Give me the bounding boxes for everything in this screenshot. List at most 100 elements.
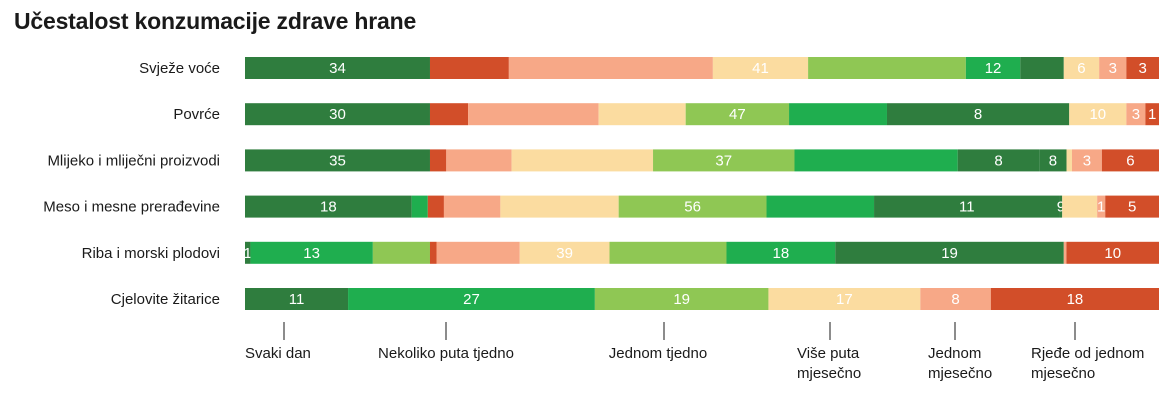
bar-segment	[429, 241, 437, 264]
axis-tick-group: Nekoliko puta tjedno	[378, 322, 514, 362]
data-label: 1	[244, 245, 252, 262]
bar-segment	[1039, 149, 1067, 172]
bar-segment	[250, 241, 373, 264]
data-label: 3	[1083, 152, 1091, 169]
bar-segment	[598, 103, 686, 126]
bar-segment	[245, 241, 251, 264]
bar-segment	[726, 241, 836, 264]
bar-segment	[500, 195, 619, 218]
bar-segment	[429, 149, 447, 172]
data-label: 34	[329, 60, 346, 77]
bar-segment	[1066, 149, 1072, 172]
axis-tick-label: Nekoliko puta tjedno	[378, 345, 514, 362]
bar-segment	[1145, 103, 1159, 126]
data-label: 17	[836, 291, 853, 308]
data-label: 8	[951, 291, 959, 308]
bar-segment	[508, 57, 713, 79]
axis-tick-label: Rjeđe od jednom mjesečno	[1031, 345, 1144, 382]
category-label: Cjelovite žitarice	[111, 291, 220, 308]
bar-segment	[609, 241, 727, 264]
bar-segment	[712, 57, 809, 79]
bar-row: Mlijeko i mliječni proizvodi 35 37 8 8 3 6	[47, 149, 1159, 172]
bar-segment	[1126, 57, 1159, 79]
category-label: Povrće	[173, 106, 220, 123]
bar-segment	[1099, 57, 1127, 79]
bar-segment	[1071, 149, 1102, 172]
bar-segment	[768, 288, 921, 310]
data-label: 10	[1104, 245, 1121, 262]
bar-segment	[411, 195, 428, 218]
bar-segment	[245, 57, 430, 79]
bar-segment	[1097, 195, 1106, 218]
data-label: 18	[773, 245, 790, 262]
bar-segment	[618, 195, 767, 218]
data-label: 13	[303, 245, 320, 262]
axis-tick-label: Svaki dan	[245, 345, 311, 362]
axis-tick-group: Rjeđe od jednom mjesečno	[1031, 322, 1144, 382]
bar-segment	[1126, 103, 1146, 126]
data-label: 30	[329, 106, 346, 123]
bar-segment	[1063, 57, 1100, 79]
data-label: 19	[673, 291, 690, 308]
bar-segment	[245, 149, 430, 172]
axis-tick-label: Jednom tjedno	[609, 345, 707, 362]
bar-segment	[1059, 195, 1063, 218]
bar-segment	[1020, 57, 1064, 79]
axis-tick-label: Jednom mjesečno	[928, 345, 992, 382]
bar-segment	[990, 288, 1159, 310]
axis-tick-group: Svaki dan	[245, 322, 311, 362]
bar-row: Svježe voće 34 41 12 6 3 3	[139, 57, 1159, 79]
bar-segment	[1063, 241, 1067, 264]
bar-segment	[245, 288, 349, 310]
data-label: 5	[1128, 199, 1136, 216]
data-label: 9	[1057, 199, 1065, 216]
bar-segment	[808, 57, 966, 79]
data-label: 10	[1089, 106, 1106, 123]
data-label: 41	[752, 60, 769, 77]
data-label: 1	[1148, 106, 1156, 123]
data-label: 8	[1049, 152, 1057, 169]
bar-segment	[245, 103, 430, 126]
bar-segment	[965, 57, 1021, 79]
data-label: 18	[320, 199, 337, 216]
bar-row: Meso i mesne prerađevine 18 56 11 9 1 5	[43, 195, 1159, 218]
data-label: 27	[463, 291, 480, 308]
bar-row: Povrće 30 47 8 10 3 1	[173, 103, 1159, 126]
bar-segment	[446, 149, 512, 172]
bar-segment	[511, 149, 654, 172]
data-label: 3	[1139, 60, 1147, 77]
bar-segment	[685, 103, 790, 126]
data-label: 6	[1077, 60, 1085, 77]
bar-segment	[429, 103, 469, 126]
bar-segment	[348, 288, 595, 310]
data-label: 37	[715, 152, 732, 169]
data-label: 18	[1067, 291, 1084, 308]
axis-tick-group: Više puta mjesečno	[797, 322, 861, 382]
data-label: 8	[994, 152, 1002, 169]
bar-segment	[372, 241, 430, 264]
axis-tick-label: Više puta mjesečno	[797, 345, 861, 382]
bar-segment	[1105, 195, 1159, 218]
data-label: 8	[974, 106, 982, 123]
data-label: 39	[556, 245, 573, 262]
bar-segment	[468, 103, 599, 126]
category-label: Riba i morski plodovi	[82, 245, 220, 262]
bar-segment	[886, 103, 1070, 126]
data-label: 3	[1109, 60, 1117, 77]
data-label: 3	[1132, 106, 1140, 123]
x-axis: Svaki dan Nekoliko puta tjedno Jednom tjed…	[245, 322, 1144, 382]
bar-segment	[957, 149, 1040, 172]
bar-segment	[766, 195, 875, 218]
bar-segment	[245, 195, 412, 218]
axis-tick-group: Jednom tjedno	[609, 322, 707, 362]
bar-segment	[835, 241, 1064, 264]
bar-segment	[1069, 103, 1127, 126]
bar-segment	[874, 195, 1060, 218]
bar-segment	[653, 149, 795, 172]
bar-row: Cjelovite žitarice 11 27 19 17 8 18	[111, 288, 1159, 310]
axis-tick-group: Jednom mjesečno	[928, 322, 992, 382]
bar-segment	[794, 149, 958, 172]
bar-segment	[443, 195, 501, 218]
